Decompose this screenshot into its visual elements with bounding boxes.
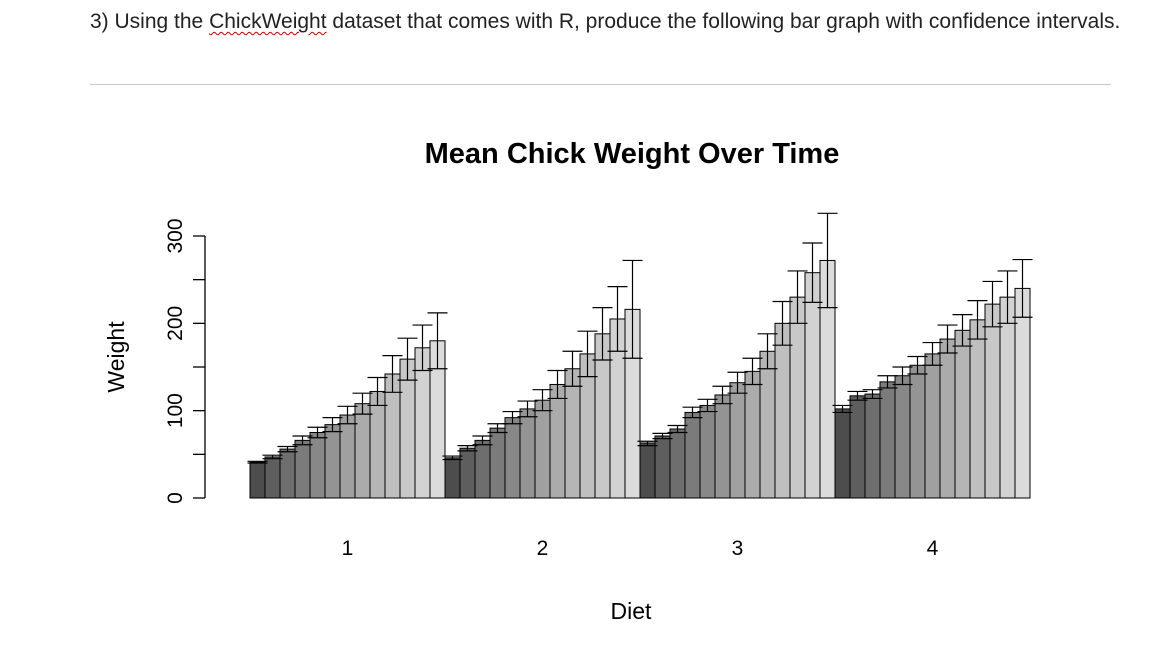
bar: [519, 408, 536, 499]
bar: [534, 399, 551, 499]
bar: [339, 414, 356, 499]
bar: [804, 272, 821, 499]
bar: [849, 395, 866, 499]
bar: [834, 408, 851, 499]
bar: [759, 350, 776, 499]
bar: [279, 448, 296, 499]
bar: [879, 381, 896, 499]
bar: [1014, 287, 1031, 499]
bar: [729, 382, 746, 499]
x-tick-label: 1: [342, 537, 354, 560]
y-tick-label: 100: [164, 393, 187, 428]
bar: [309, 432, 326, 499]
bar: [504, 417, 521, 499]
bar: [549, 383, 566, 499]
dataset-name: ChickWeight: [209, 10, 327, 33]
bar: [324, 424, 341, 499]
bar: [564, 368, 581, 499]
divider: [90, 84, 1111, 85]
bar: [489, 427, 506, 499]
bar: [249, 461, 266, 499]
bar: [774, 322, 791, 499]
bar: [954, 329, 971, 499]
question-suffix: dataset that comes with R, produce the f…: [326, 10, 1121, 33]
bar: [714, 394, 731, 499]
question-text: 3) Using the ChickWeight dataset that co…: [90, 6, 1130, 38]
bar: [699, 404, 716, 499]
y-tick-label: 0: [164, 492, 187, 504]
bar: [474, 439, 491, 499]
bar: [369, 390, 386, 499]
x-tick-label: 3: [732, 537, 744, 560]
bar: [909, 364, 926, 499]
bars-layer: [249, 259, 1031, 499]
y-tick-label: 300: [164, 218, 187, 253]
y-tick-label: 200: [164, 306, 187, 341]
x-tick-labels: 1 2 3 4: [342, 537, 939, 560]
bar: [789, 296, 806, 499]
bar: [354, 403, 371, 499]
y-axis: 0 100 200 300: [164, 218, 206, 504]
chart-title: Mean Chick Weight Over Time: [425, 138, 840, 170]
question-prefix: 3) Using the: [90, 10, 210, 33]
bar: [744, 370, 761, 499]
y-axis-label: Weight: [103, 321, 129, 393]
bar: [924, 353, 941, 499]
bar: [444, 457, 461, 499]
x-tick-label: 2: [537, 537, 549, 560]
bar: [294, 439, 311, 499]
x-tick-label: 4: [927, 537, 939, 560]
bar: [864, 393, 881, 499]
error-bars-layer: [247, 212, 1033, 464]
bar: [939, 338, 956, 499]
bar: [639, 442, 656, 499]
bar: [669, 428, 686, 499]
x-axis-label: Diet: [611, 598, 653, 624]
bar: [984, 303, 1001, 499]
bar: [894, 375, 911, 499]
